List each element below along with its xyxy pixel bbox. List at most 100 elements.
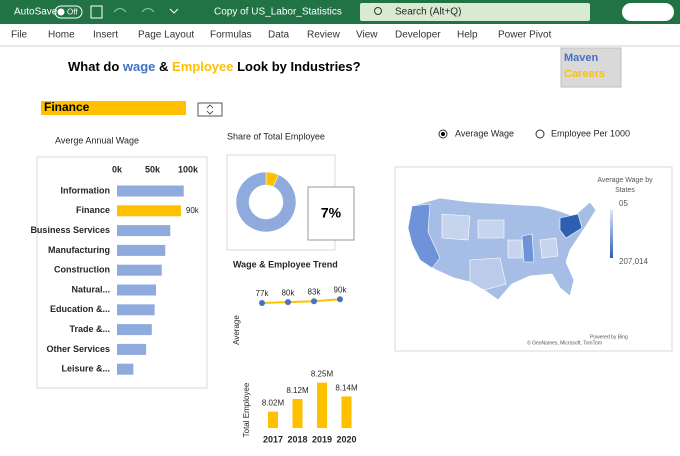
category-label: Information: [61, 185, 111, 195]
menu-item[interactable]: Help: [457, 30, 478, 41]
search-icon: [374, 7, 382, 15]
bar: [117, 225, 171, 237]
account[interactable]: [622, 3, 674, 21]
radio-selected: [441, 132, 445, 136]
menu-item[interactable]: Home: [48, 30, 75, 41]
undo-redo[interactable]: [113, 8, 155, 13]
bar: [341, 396, 352, 428]
value-label: 8.25M: [311, 370, 334, 379]
state-shape: [469, 257, 507, 291]
trend-point: [311, 298, 317, 305]
map-credit: Powered by Bing: [590, 334, 628, 340]
category-label: Business Services: [30, 225, 110, 235]
bar: [117, 284, 157, 296]
x-tick-label: 50k: [145, 164, 161, 174]
title-part: &: [155, 59, 172, 74]
map-legend-scale: [610, 210, 613, 258]
title-part: wage: [122, 59, 156, 74]
chart-title: Averge Annual Wage: [55, 135, 139, 145]
share-box: [307, 186, 355, 241]
x-tick-label: 0k: [112, 164, 123, 174]
logo-line: Careers: [564, 68, 605, 80]
value-label: 8.12M: [286, 386, 309, 395]
y-axis-label: Average: [232, 315, 241, 345]
map-credit: © GeoNames, Microsoft, TomTom: [527, 339, 602, 346]
menu-item[interactable]: Insert: [93, 30, 118, 41]
menu-item[interactable]: Formulas: [210, 30, 252, 41]
bar: [292, 399, 303, 428]
value-label: 90k: [334, 285, 348, 294]
map-legend-title: Average Wage by States: [597, 177, 653, 194]
category-label: Natural...: [71, 284, 110, 294]
bar: [268, 411, 278, 428]
category-label: Manufacturing: [48, 245, 110, 255]
trend-point: [285, 299, 291, 306]
menu-item[interactable]: Power Pivot: [498, 30, 552, 41]
logo-line: Maven: [564, 52, 599, 64]
x-tick-label: 2019: [312, 434, 332, 444]
category-label: Construction: [54, 265, 110, 275]
trend-line: [261, 298, 341, 304]
value-label: 8.14M: [335, 384, 358, 393]
x-tick-label: 100k: [178, 164, 199, 174]
autosave: AutoSave: [14, 7, 58, 18]
value-label: 77k: [256, 289, 270, 298]
chart-title: Share of Total Employee: [227, 131, 325, 141]
menu-item[interactable]: File: [11, 30, 28, 41]
menu-item[interactable]: View: [356, 30, 378, 41]
menu-item[interactable]: Developer: [395, 30, 441, 41]
option-label: Average Wage: [455, 128, 514, 138]
radio[interactable]: [535, 129, 545, 139]
menu-item[interactable]: Page Layout: [138, 30, 194, 41]
bar: [117, 343, 147, 355]
bar: [317, 382, 327, 428]
value-label: 90k: [186, 206, 200, 215]
dashboard-title: What do wage & Employee Look by Industri…: [68, 59, 361, 74]
state-shape: [521, 233, 535, 263]
category-label: Trade &...: [69, 324, 110, 334]
title-part: What do: [68, 59, 123, 74]
bar: [117, 363, 134, 375]
legend-max: 207,014: [619, 257, 648, 266]
industry-value: Finance: [44, 100, 90, 114]
trend-point: [337, 296, 343, 303]
charts: Averge Annual Wage 0k 50k 100k Information Fi…: [30, 131, 358, 444]
value-label: 83k: [308, 287, 322, 296]
bar: [117, 324, 152, 336]
autosave-state: Off: [67, 8, 78, 17]
spinner-arrows: [206, 104, 214, 115]
x-tick-label: 2018: [287, 434, 307, 444]
share-value: 7%: [321, 205, 342, 221]
toggle-knob: [57, 8, 65, 16]
chart-title: Wage & Employee Trend: [233, 259, 338, 269]
search-placeholder: Search (Alt+Q): [395, 7, 461, 18]
file-name: Copy of US_Labor_Statistics: [214, 7, 342, 18]
pie-slice: [235, 171, 297, 233]
y-axis-label: Total Employee: [242, 382, 251, 437]
search-box[interactable]: [360, 3, 590, 21]
menu-item[interactable]: Data: [268, 30, 290, 41]
bar: [117, 185, 184, 197]
customize-icon[interactable]: [169, 8, 179, 14]
save-icon[interactable]: [90, 5, 103, 19]
logo-box: [560, 47, 622, 88]
title-part: Look by Industries?: [233, 59, 360, 74]
x-tick-label: 2017: [263, 434, 283, 444]
category-label: Leisure &...: [61, 364, 110, 374]
category-label: Finance: [76, 205, 110, 215]
option-label: Employee Per 1000: [551, 128, 630, 138]
industry-selector[interactable]: [41, 101, 186, 115]
state-shape: [559, 213, 583, 239]
category-label: Education &...: [50, 304, 110, 314]
x-tick-label: 2020: [336, 434, 356, 444]
bar: [117, 205, 181, 217]
legend-min: 05: [619, 199, 628, 208]
spinner[interactable]: [197, 102, 223, 117]
menu-item[interactable]: Review: [307, 30, 341, 41]
category-label: Other Services: [46, 344, 110, 354]
menu: File Home Insert Page Layout Formulas Data Rev…: [11, 30, 552, 41]
bar: [117, 264, 162, 276]
autosave-toggle[interactable]: [54, 5, 83, 19]
